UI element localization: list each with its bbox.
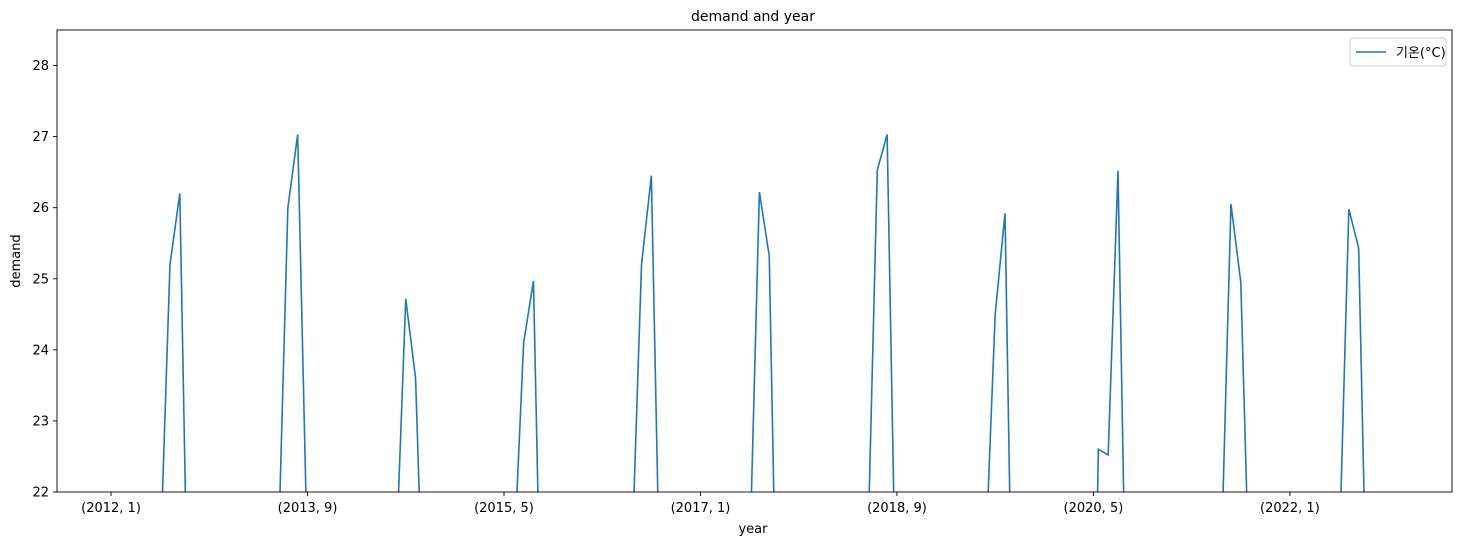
y-tick-label: 23	[32, 414, 49, 429]
x-tick-label: (2020, 5)	[1064, 501, 1124, 516]
x-tick-label: (2022, 1)	[1260, 501, 1320, 516]
y-tick-label: 26	[32, 201, 49, 216]
y-tick-label: 28	[32, 59, 49, 74]
legend-box	[1349, 37, 1447, 67]
x-tick-label: (2018, 9)	[867, 501, 927, 516]
x-tick-label: (2015, 5)	[474, 501, 534, 516]
y-axis-label: demand	[9, 234, 24, 287]
series-line	[161, 134, 1365, 492]
x-tick-label: (2017, 1)	[671, 501, 731, 516]
y-tick-label: 22	[32, 486, 49, 501]
x-tick-label: (2013, 9)	[278, 501, 338, 516]
chart-title: demand and year	[691, 9, 815, 25]
y-tick-label: 25	[32, 272, 49, 287]
x-tick-label: (2012, 1)	[81, 501, 141, 516]
legend-entry: 기온(°C)	[1396, 46, 1446, 61]
legend: 기온(°C)	[1349, 37, 1447, 67]
plot-area	[56, 29, 1453, 493]
y-tick-label: 24	[32, 343, 49, 358]
axis-ticks: 22 23 24 25 26 27 28 (2012, 1) (2013, 9) (2015, 5…	[32, 59, 1319, 516]
x-axis-label: year	[738, 522, 768, 537]
y-tick-label: 27	[32, 130, 49, 145]
